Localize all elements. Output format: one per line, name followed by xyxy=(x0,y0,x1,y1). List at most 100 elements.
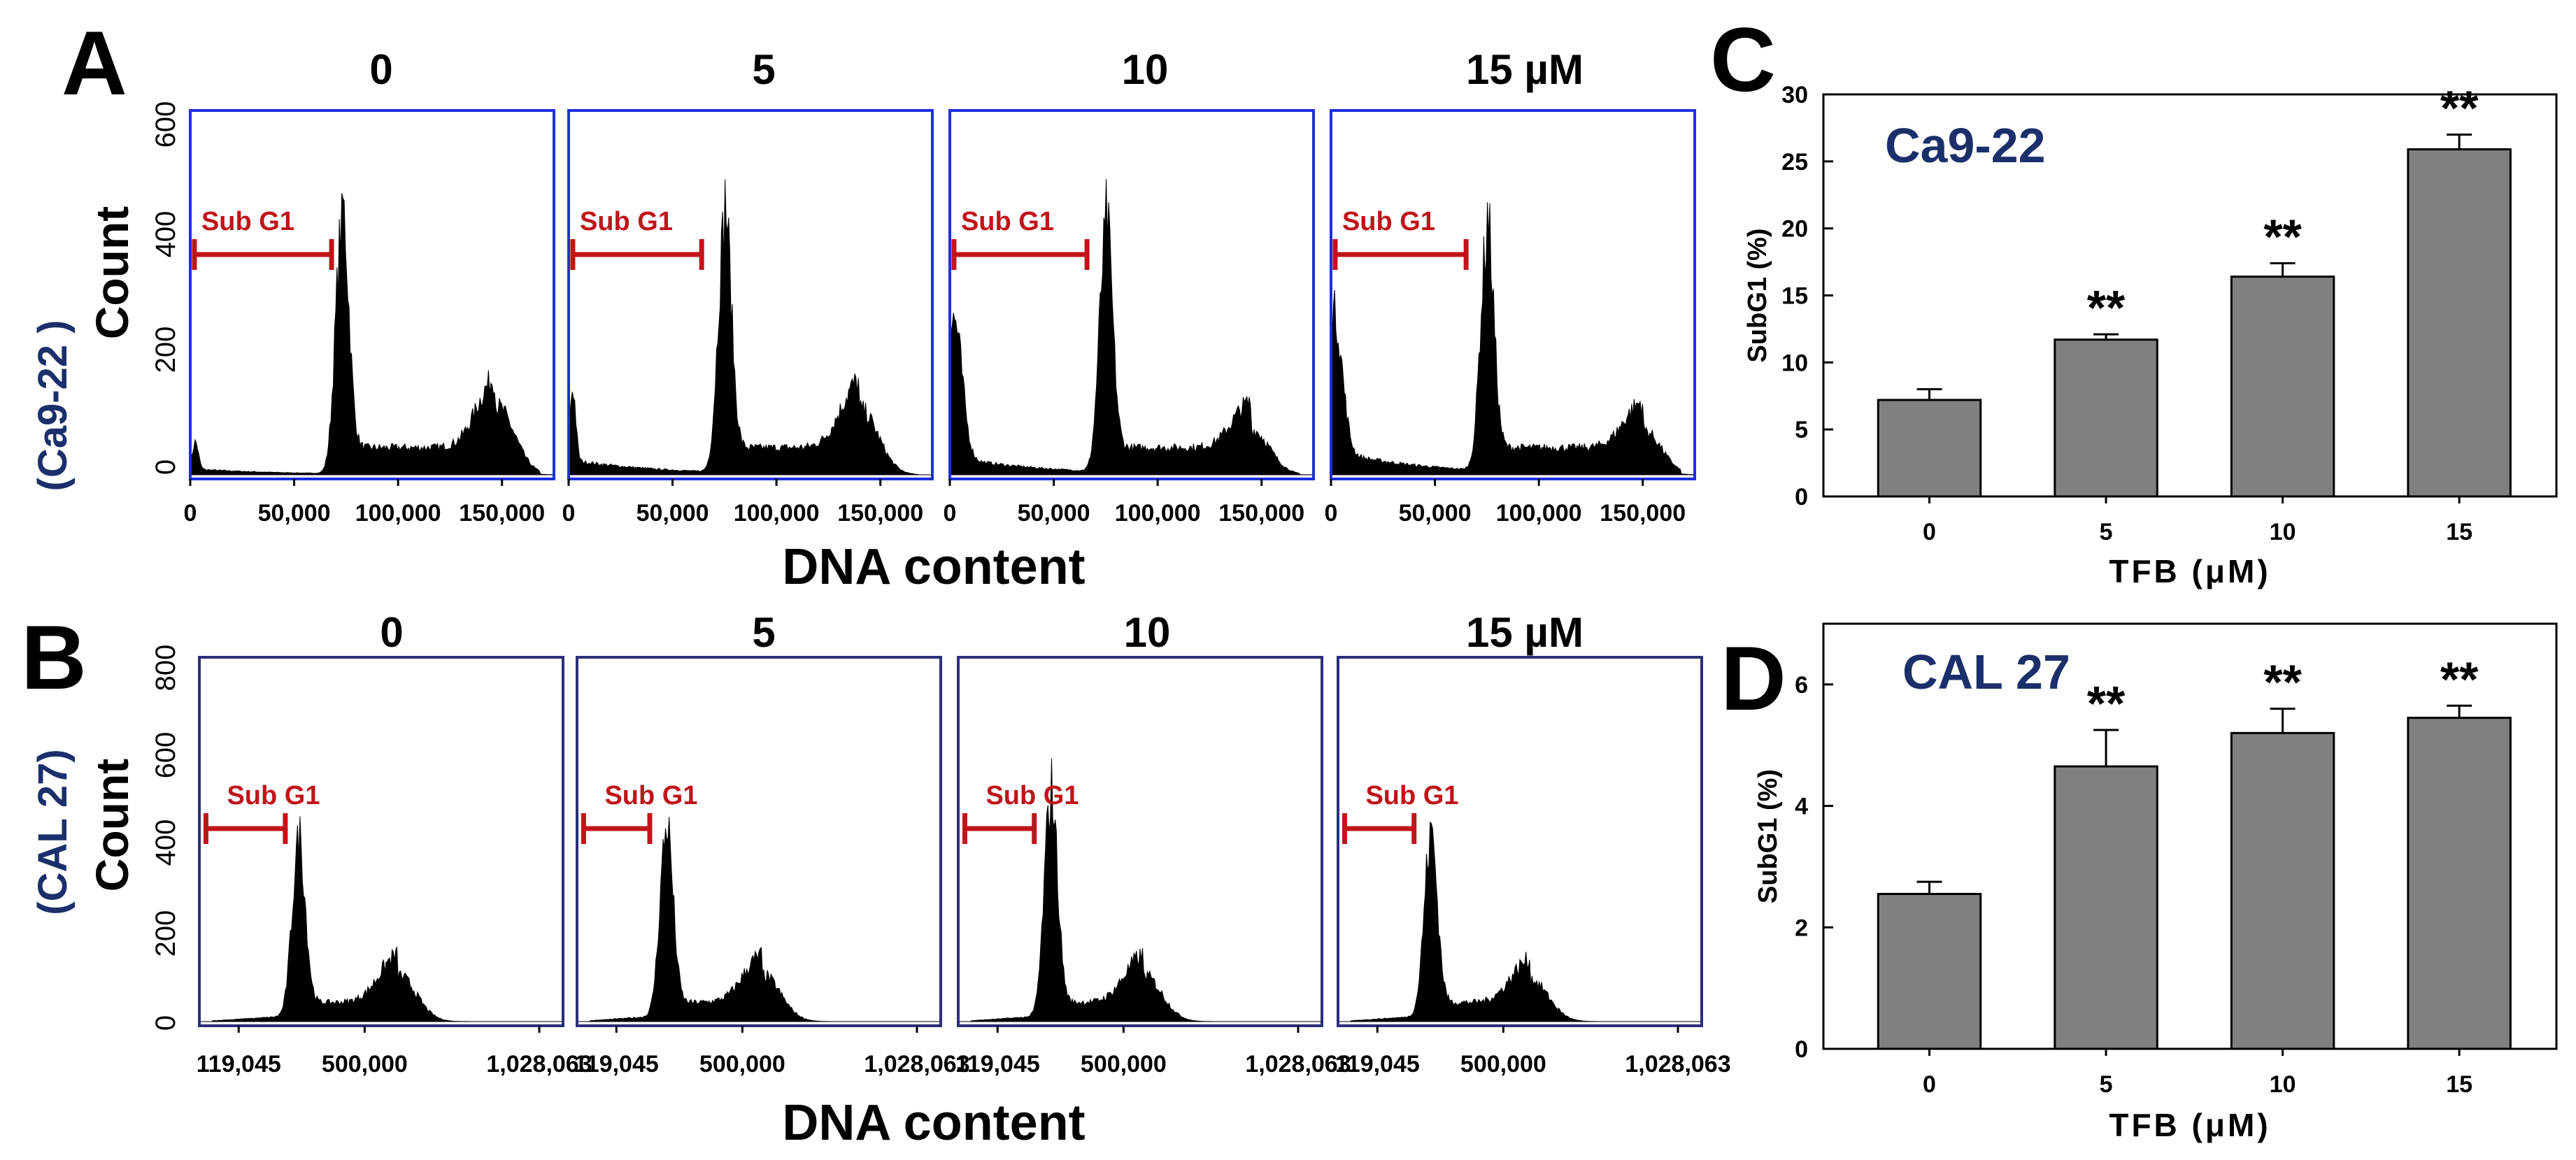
panel-b: B (CAL 27) Count 0 200 400 600 800 0 5 1… xyxy=(21,606,1731,1151)
dose-label-b: 15 µM xyxy=(1466,609,1584,656)
x-tick-label: 50,000 xyxy=(1018,500,1090,527)
histogram-plot: 119,045 500,000 1,028,063 Sub G1 xyxy=(574,656,970,1077)
sub-g1-label: Sub G1 xyxy=(604,781,697,810)
x-tick-label: 150,000 xyxy=(1600,500,1686,527)
y-tick-label: 20 xyxy=(1781,216,1808,243)
sub-g1-label: Sub G1 xyxy=(985,781,1079,810)
panel-a: A (Ca9-22 ) Count 0 200 400 600 0 5 10 1… xyxy=(30,12,1696,595)
plot-frame xyxy=(948,109,1315,480)
histogram-area xyxy=(958,758,1322,1022)
x-tick-label: 15 xyxy=(2446,1071,2472,1098)
x-tick-label: 100,000 xyxy=(1115,500,1201,527)
ylabel-a: Count xyxy=(86,206,138,340)
x-axis-label: TFB (μM) xyxy=(2109,553,2270,589)
y-tick-label: 0 xyxy=(1795,484,1808,510)
significance-mark: ** xyxy=(2440,81,2479,136)
x-tick-label: 50,000 xyxy=(1399,500,1472,527)
x-tick-label: 119,045 xyxy=(1335,1051,1420,1077)
x-tick-label: 119,045 xyxy=(955,1051,1040,1077)
x-tick-label: 500,000 xyxy=(699,1051,785,1077)
x-tick-label: 150,000 xyxy=(459,500,545,527)
dose-label-b: 10 xyxy=(1124,609,1171,656)
x-tick-label: 10 xyxy=(2270,1071,2296,1098)
ylabel-b: Count xyxy=(86,759,138,892)
histogram-area xyxy=(577,817,941,1022)
x-tick-label: 5 xyxy=(2100,519,2113,545)
x-tick-label: 1,028,063 xyxy=(486,1051,592,1077)
histograms-a: 0 50,000 100,000 150,000 Sub G1 0 50,000 100,00… xyxy=(184,109,1696,527)
bar-chart-d: D CAL 27 0 2 4 6 SubG1 (%) 0 ** 5 ** 10 ** 15 TFB (μM) xyxy=(1721,622,2558,1143)
x-tick-label: 150,000 xyxy=(837,500,923,527)
ytick-b: 200 xyxy=(150,910,181,957)
chart-title: Ca9-22 xyxy=(1885,118,2046,173)
x-tick-label: 50,000 xyxy=(636,500,709,527)
y-tick-label: 6 xyxy=(1795,672,1808,699)
y-tick-label: 5 xyxy=(1795,417,1808,443)
x-tick-label: 100,000 xyxy=(734,500,820,527)
ytick-a: 400 xyxy=(150,211,181,258)
x-tick-label: 500,000 xyxy=(1460,1051,1546,1077)
x-tick-label: 0 xyxy=(1923,1071,1936,1098)
dose-label-a: 15 µM xyxy=(1466,46,1584,93)
significance-mark: ** xyxy=(2440,652,2479,706)
sub-g1-label: Sub G1 xyxy=(227,781,320,810)
ytick-a: 600 xyxy=(150,101,181,148)
x-tick-label: 0 xyxy=(562,500,576,527)
histogram-area xyxy=(568,179,932,475)
x-tick-label: 5 xyxy=(2100,1071,2113,1098)
sub-g1-label: Sub G1 xyxy=(1342,207,1435,236)
sub-g1-label: Sub G1 xyxy=(1365,781,1458,810)
panel-letter-b: B xyxy=(21,606,87,708)
plot-frame xyxy=(1337,656,1703,1027)
x-axis-label: TFB (μM) xyxy=(2109,1107,2270,1143)
cell-line-label-a: (Ca9-22 ) xyxy=(30,320,76,492)
xlabel-a: DNA content xyxy=(782,539,1085,595)
y-tick-label: 15 xyxy=(1781,283,1808,310)
plot-frame xyxy=(1822,622,2558,1050)
bar xyxy=(2230,731,2335,1050)
panel-letter-a: A xyxy=(62,12,127,114)
histogram-area xyxy=(1338,821,1702,1022)
y-axis-label: SubG1 (%) xyxy=(1753,769,1783,903)
x-tick-label: 100,000 xyxy=(355,500,441,527)
ytick-a: 0 xyxy=(150,459,181,475)
dose-label-a: 0 xyxy=(369,46,392,93)
histogram-plot: 0 50,000 100,000 150,000 Sub G1 xyxy=(944,109,1315,527)
x-tick-label: 50,000 xyxy=(258,500,331,527)
plot-frame xyxy=(957,656,1323,1027)
ytick-b: 600 xyxy=(150,732,181,779)
histogram-area xyxy=(1330,202,1695,475)
x-tick-label: 0 xyxy=(1923,519,1936,545)
x-tick-label: 15 xyxy=(2446,519,2472,545)
x-tick-label: 10 xyxy=(2270,519,2296,545)
significance-mark: ** xyxy=(2263,655,2302,710)
bar xyxy=(2054,338,2158,498)
bar xyxy=(2407,717,2512,1050)
x-tick-label: 1,028,063 xyxy=(1625,1051,1730,1077)
panel-letter: D xyxy=(1721,627,1786,729)
y-tick-label: 0 xyxy=(1795,1036,1808,1063)
plot-frame xyxy=(198,656,564,1027)
x-tick-label: 1,028,063 xyxy=(1245,1051,1351,1077)
x-tick-label: 500,000 xyxy=(322,1051,408,1077)
y-tick-label: 2 xyxy=(1795,915,1808,941)
histogram-plot: 119,045 500,000 1,028,063 Sub G1 xyxy=(197,656,592,1077)
y-tick-label: 4 xyxy=(1795,794,1808,820)
plot-frame xyxy=(189,109,555,480)
histogram-area xyxy=(949,179,1314,475)
y-axis-label: SubG1 (%) xyxy=(1743,228,1772,362)
bar-chart-c: C Ca9-22 0 5 10 15 20 25 30 SubG1 (%) 0 ** 5 ** 10 ** 15… xyxy=(1710,8,2558,589)
bar xyxy=(1877,893,1982,1050)
x-tick-label: 0 xyxy=(184,500,197,527)
histogram-plot: 0 50,000 100,000 150,000 Sub G1 xyxy=(1325,109,1696,527)
x-tick-label: 100,000 xyxy=(1496,500,1582,527)
xlabel-b: DNA content xyxy=(782,1095,1085,1151)
cell-line-label-b: (CAL 27) xyxy=(30,749,76,915)
ytick-b: 800 xyxy=(150,645,181,692)
sub-g1-label: Sub G1 xyxy=(201,207,294,236)
sub-g1-label: Sub G1 xyxy=(580,207,673,236)
significance-mark: ** xyxy=(2263,210,2302,264)
ytick-b: 0 xyxy=(150,1015,181,1031)
x-tick-label: 119,045 xyxy=(197,1051,281,1077)
